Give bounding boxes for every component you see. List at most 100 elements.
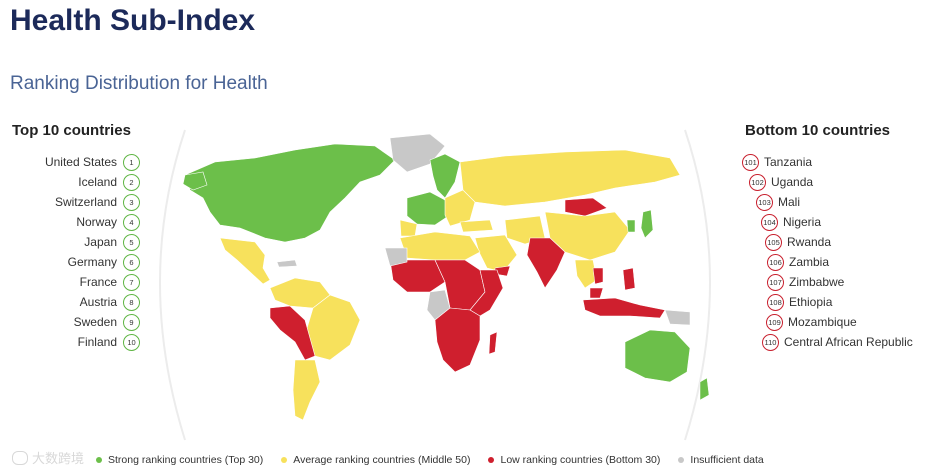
top10-item: Iceland 2 <box>10 172 140 192</box>
region-philippines <box>622 267 636 291</box>
rank-badge: 102 <box>749 173 766 191</box>
region-mexico <box>219 237 271 285</box>
top10-item: Switzerland 3 <box>10 192 140 212</box>
watermark: 大数跨境 <box>12 448 84 467</box>
map-legend: Strong ranking countries (Top 30) Averag… <box>96 452 796 468</box>
world-map-svg <box>159 129 711 441</box>
top10-heading: Top 10 countries <box>12 122 131 139</box>
country-name: Norway <box>76 215 117 229</box>
legend-swatch-strong <box>96 457 102 463</box>
region-southern-africa <box>434 307 481 373</box>
country-name: Switzerland <box>54 195 117 209</box>
bottom10-item: 104 Nigeria <box>741 212 941 232</box>
bottom10-item: 101 Tanzania <box>741 152 941 172</box>
region-indonesia <box>582 297 666 319</box>
region-turkey <box>459 219 494 233</box>
region-western-europe <box>406 191 451 226</box>
legend-label: Average ranking countries (Middle 50) <box>293 454 471 466</box>
rank-badge: 105 <box>765 233 782 251</box>
country-name: France <box>79 275 117 289</box>
top10-item: Germany 6 <box>10 252 140 272</box>
region-peru-bolivia <box>269 305 316 361</box>
bottom10-list: 101 Tanzania 102 Uganda 103 Mali 104 Nigeria… <box>741 152 941 352</box>
bottom10-heading: Bottom 10 countries <box>745 122 891 139</box>
rank-badge: 103 <box>756 193 773 211</box>
country-name: Germany <box>67 255 117 269</box>
bottom10-item: 106 Zambia <box>741 252 941 272</box>
top10-list: United States 1 Iceland 2 Switzerland 3 Nor… <box>10 152 140 352</box>
region-india <box>526 237 566 289</box>
region-west-africa <box>389 259 446 293</box>
legend-label: Insufficient data <box>690 454 764 466</box>
rank-badge: 6 <box>123 253 140 271</box>
region-cambodia-laos <box>592 267 604 285</box>
top10-item: Sweden 9 <box>10 312 140 332</box>
country-name: Austria <box>79 295 117 309</box>
rank-badge: 2 <box>123 173 140 191</box>
bottom10-item: 105 Rwanda <box>741 232 941 252</box>
region-cuba <box>276 259 298 268</box>
top10-item: Finland 10 <box>10 332 140 352</box>
region-se-asia <box>574 259 598 289</box>
rank-badge: 101 <box>742 153 759 171</box>
rank-badge: 9 <box>123 313 140 331</box>
legend-swatch-average <box>281 457 288 463</box>
legend-label: Low ranking countries (Bottom 30) <box>500 454 661 466</box>
region-korea <box>626 219 636 233</box>
rank-badge: 3 <box>123 193 140 211</box>
legend-label: Strong ranking countries (Top 30) <box>108 454 264 466</box>
region-north-america <box>184 143 396 243</box>
country-name: Japan <box>84 235 117 249</box>
legend-item-nodata: Insufficient data <box>678 454 764 466</box>
region-malaysia <box>589 287 604 299</box>
country-name: United States <box>44 155 117 169</box>
world-map <box>145 120 725 445</box>
rank-badge: 109 <box>766 313 783 331</box>
country-name: Nigeria <box>783 215 822 229</box>
rank-badge: 1 <box>123 153 140 171</box>
top10-item: Austria 8 <box>10 292 140 312</box>
watermark-icon <box>12 450 28 465</box>
rank-badge: 7 <box>123 273 140 291</box>
country-name: Iceland <box>78 175 117 189</box>
globe-arc-right <box>684 129 711 441</box>
page-subtitle: Ranking Distribution for Health <box>10 73 268 94</box>
rank-badge: 8 <box>123 293 140 311</box>
top10-item: Norway 4 <box>10 212 140 232</box>
legend-item-low: Low ranking countries (Bottom 30) <box>488 454 660 466</box>
region-australia <box>624 329 691 383</box>
region-alaska <box>182 171 208 191</box>
region-north-africa <box>399 231 481 261</box>
country-name: Central African Republic <box>784 335 913 349</box>
legend-item-strong: Strong ranking countries (Top 30) <box>96 454 263 466</box>
country-name: Mali <box>778 195 801 209</box>
region-iberia <box>399 219 418 237</box>
country-name: Zimbabwe <box>789 275 845 289</box>
region-new-zealand <box>699 377 710 401</box>
watermark-text: 大数跨境 <box>32 451 85 466</box>
legend-swatch-nodata <box>678 457 685 463</box>
country-name: Uganda <box>771 175 814 189</box>
country-name: Mozambique <box>788 315 857 329</box>
country-name: Rwanda <box>787 235 832 249</box>
region-sahel-grey <box>384 247 408 267</box>
bottom10-item: 108 Ethiopia <box>741 292 941 312</box>
rank-badge: 108 <box>767 293 784 311</box>
region-japan <box>640 209 654 239</box>
region-madagascar <box>488 331 498 355</box>
country-name: Zambia <box>789 255 830 269</box>
region-png <box>664 309 691 326</box>
legend-swatch-low <box>488 457 495 463</box>
rank-badge: 106 <box>767 253 784 271</box>
country-name: Finland <box>77 335 117 349</box>
region-east-africa <box>469 269 504 317</box>
region-russia <box>459 149 681 207</box>
top10-item: France 7 <box>10 272 140 292</box>
rank-badge: 107 <box>767 273 784 291</box>
country-name: Tanzania <box>764 155 813 169</box>
country-name: Ethiopia <box>789 295 833 309</box>
legend-item-average: Average ranking countries (Middle 50) <box>281 454 470 466</box>
region-scandinavia <box>429 153 461 199</box>
region-mongolia <box>564 197 608 217</box>
rank-badge: 4 <box>123 213 140 231</box>
